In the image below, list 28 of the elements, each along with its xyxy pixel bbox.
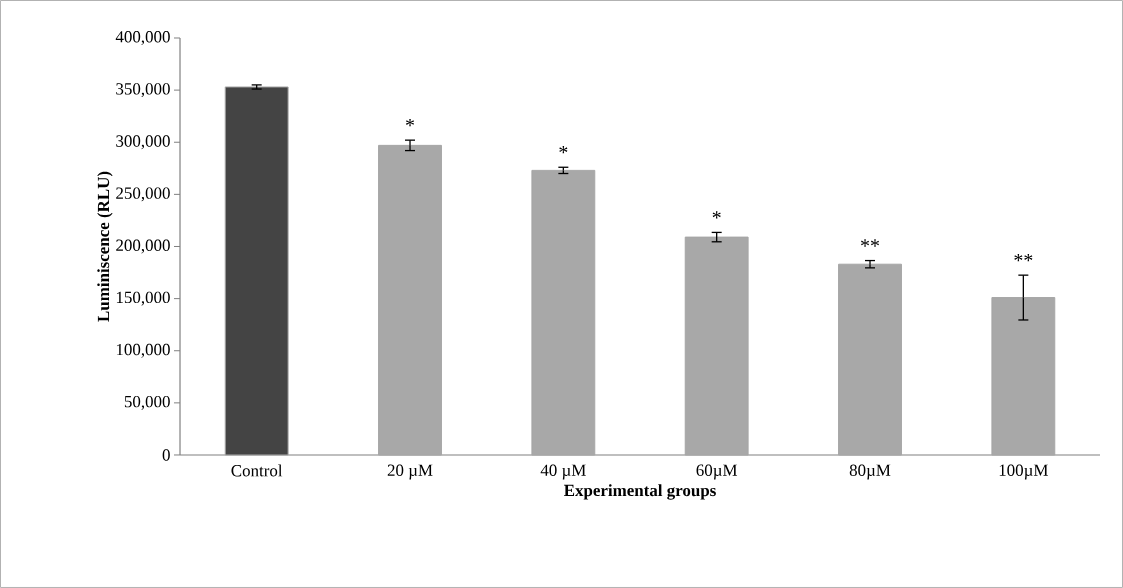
y-tick-label: 200,000 [116,239,170,254]
x-tick-label: 100µM [999,464,1048,480]
x-tick-label: 20 µM [387,464,433,480]
y-tick-label: 350,000 [116,83,170,98]
x-tick-label: 80µM [849,464,891,480]
y-tick-label: 100,000 [116,343,170,358]
bar [378,144,442,456]
y-tick-label: 400,000 [115,31,170,45]
annotation: * [406,118,415,127]
bar [991,297,1056,456]
y-tick-label: 300,000 [116,135,170,150]
bar [684,236,749,456]
y-tick-label: 0 [162,449,170,461]
x-axis-title: Experimental groups [564,484,716,500]
bar [838,263,902,456]
x-tick-label: 60µM [696,464,738,480]
bar [531,169,596,456]
x-tick-label: Control [231,464,283,477]
x-tick-label: 40 µM [540,464,586,480]
y-tick-label: 150,000 [116,291,170,306]
y-tick-label: 250,000 [116,187,170,202]
annotation: * [559,146,568,154]
y-tick-label: 50,000 [124,395,170,410]
annotation: * [712,211,721,219]
annotation: ** [1014,253,1033,262]
bar [224,86,289,456]
y-axis-title: Luminiscence (RLU) [97,171,113,322]
annotation: ** [861,239,880,247]
